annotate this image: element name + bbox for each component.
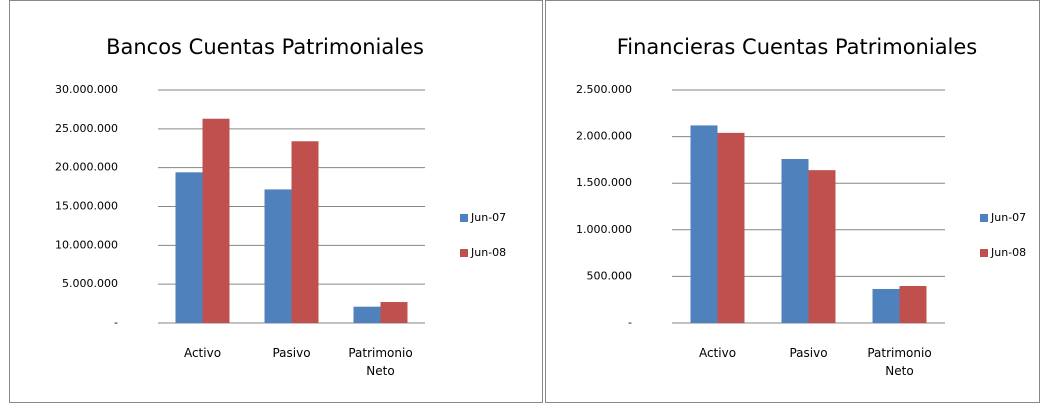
- legend-swatch: [460, 214, 468, 222]
- y-tick-label: 1.500.000: [576, 176, 632, 189]
- bar: [353, 306, 381, 323]
- y-tick-label: -: [114, 316, 118, 329]
- bar: [380, 302, 408, 323]
- bar: [291, 141, 319, 323]
- y-tick-label: 10.000.000: [55, 238, 118, 251]
- y-tick-label: 5.000.000: [62, 277, 118, 290]
- bar: [717, 132, 745, 323]
- bar: [781, 158, 809, 323]
- legend-swatch: [980, 249, 988, 257]
- x-tick-label: Activo: [698, 346, 737, 360]
- bar: [899, 285, 927, 323]
- legend-label: Jun-08: [470, 246, 506, 259]
- y-tick-label: 2.500.000: [576, 83, 632, 96]
- legend-swatch: [460, 249, 468, 257]
- bar: [202, 118, 230, 323]
- bar: [690, 125, 718, 323]
- y-tick-label: 2.000.000: [576, 130, 632, 143]
- y-tick-label: 500.000: [587, 269, 633, 282]
- x-tick-label: Pasivo: [789, 346, 828, 360]
- y-tick-label: 1.000.000: [576, 223, 632, 236]
- x-tick-label: Patrimonio Neto: [867, 346, 932, 378]
- chart-title: Financieras Cuentas Patrimoniales: [617, 35, 978, 59]
- legend-label: Jun-07: [470, 211, 506, 224]
- y-tick-label: 20.000.000: [55, 161, 118, 174]
- x-tick-label: Activo: [183, 346, 222, 360]
- x-tick-label: Pasivo: [272, 346, 311, 360]
- bar: [872, 288, 900, 323]
- y-tick-label: 15.000.000: [55, 200, 118, 213]
- x-tick-label: Patrimonio Neto: [348, 346, 413, 378]
- y-tick-label: 25.000.000: [55, 122, 118, 135]
- legend-label: Jun-08: [990, 246, 1026, 259]
- bar: [808, 170, 836, 323]
- bar: [264, 189, 292, 323]
- y-tick-label: -: [628, 316, 632, 329]
- legend-swatch: [980, 214, 988, 222]
- legend-label: Jun-07: [990, 211, 1026, 224]
- y-tick-label: 30.000.000: [55, 83, 118, 96]
- chart-title: Bancos Cuentas Patrimoniales: [106, 35, 424, 59]
- bar: [175, 172, 203, 323]
